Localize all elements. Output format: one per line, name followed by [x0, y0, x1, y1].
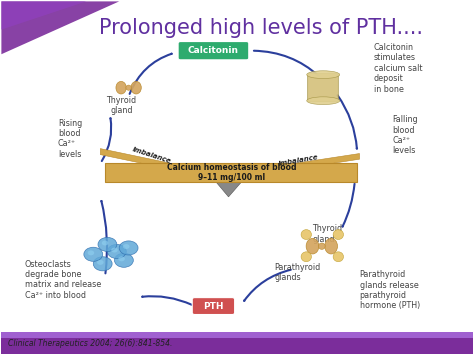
Ellipse shape	[301, 230, 311, 240]
Circle shape	[123, 244, 129, 249]
FancyArrowPatch shape	[244, 270, 291, 301]
Ellipse shape	[307, 71, 340, 78]
Ellipse shape	[126, 85, 131, 90]
Circle shape	[108, 245, 126, 258]
Text: Parathyroid
glands: Parathyroid glands	[275, 263, 321, 282]
Ellipse shape	[333, 230, 344, 240]
Polygon shape	[1, 1, 86, 29]
FancyArrowPatch shape	[129, 54, 172, 94]
Text: Falling
blood
Ca²⁺
levels: Falling blood Ca²⁺ levels	[392, 115, 418, 155]
Circle shape	[118, 256, 125, 261]
Ellipse shape	[116, 81, 126, 94]
Polygon shape	[100, 149, 230, 182]
FancyBboxPatch shape	[308, 73, 338, 102]
Text: Imbalance: Imbalance	[278, 154, 319, 167]
Circle shape	[102, 241, 109, 245]
Ellipse shape	[325, 239, 337, 254]
FancyBboxPatch shape	[105, 163, 357, 182]
Text: Rising
blood
Ca²⁺
levels: Rising blood Ca²⁺ levels	[58, 119, 82, 159]
Circle shape	[98, 237, 117, 251]
Text: Parathyroid
glands release
parathyroid
hormone (PTH): Parathyroid glands release parathyroid h…	[359, 270, 420, 310]
Circle shape	[115, 253, 133, 267]
FancyArrowPatch shape	[101, 201, 107, 273]
Text: Calcitonin: Calcitonin	[188, 46, 239, 55]
Circle shape	[111, 247, 118, 252]
Circle shape	[88, 250, 94, 255]
FancyBboxPatch shape	[1, 334, 473, 354]
Text: Clinical Therapeutics 2004; 26(6):841-854.: Clinical Therapeutics 2004; 26(6):841-85…	[9, 339, 173, 348]
FancyArrowPatch shape	[142, 296, 192, 305]
Text: Calcium homeostasis of blood
9–11 mg/100 ml: Calcium homeostasis of blood 9–11 mg/100…	[166, 163, 296, 182]
FancyArrowPatch shape	[254, 51, 319, 76]
Ellipse shape	[307, 97, 340, 105]
FancyArrowPatch shape	[343, 184, 355, 226]
Polygon shape	[230, 154, 359, 179]
FancyArrowPatch shape	[102, 118, 111, 161]
Ellipse shape	[333, 252, 344, 262]
Polygon shape	[1, 1, 119, 54]
Ellipse shape	[306, 239, 319, 254]
Text: PTH: PTH	[203, 301, 224, 311]
Text: Imbalance: Imbalance	[132, 147, 173, 165]
Circle shape	[97, 260, 104, 265]
Circle shape	[93, 257, 112, 271]
Text: Prolonged high levels of PTH....: Prolonged high levels of PTH....	[99, 18, 422, 38]
FancyArrowPatch shape	[337, 95, 357, 149]
Polygon shape	[216, 182, 242, 197]
FancyBboxPatch shape	[192, 297, 235, 315]
Circle shape	[119, 241, 138, 255]
Ellipse shape	[131, 81, 141, 94]
Text: Thyroid
gland: Thyroid gland	[312, 224, 343, 244]
Ellipse shape	[301, 252, 311, 262]
FancyBboxPatch shape	[178, 42, 249, 60]
Ellipse shape	[319, 243, 325, 250]
Text: Osteoclasts
degrade bone
matrix and release
Ca²⁺ into blood: Osteoclasts degrade bone matrix and rele…	[25, 260, 101, 300]
FancyBboxPatch shape	[1, 333, 473, 338]
Text: Thyroid
gland: Thyroid gland	[107, 95, 137, 115]
Circle shape	[84, 247, 103, 261]
Text: Calcitonin
stimulates
calcium salt
deposit
in bone: Calcitonin stimulates calcium salt depos…	[374, 43, 422, 94]
